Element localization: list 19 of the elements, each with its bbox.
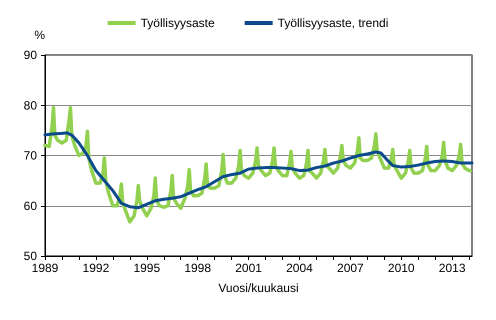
y-tick-label: 90 xyxy=(24,48,38,62)
y-tick-label: 60 xyxy=(24,198,38,213)
x-tick-label: 1989 xyxy=(32,261,59,275)
legend-label: Työllisyysaste, trendi xyxy=(278,16,388,30)
x-tick-label: 2013 xyxy=(438,261,466,275)
x-tick-label: 1995 xyxy=(133,261,160,275)
legend-label: Työllisyysaste xyxy=(140,16,215,30)
x-axis-title: Vuosi/kuukausi xyxy=(218,281,299,295)
x-tick-label: 2001 xyxy=(235,261,262,275)
y-tick-label: 80 xyxy=(24,98,38,112)
line-series xyxy=(44,131,474,210)
x-tick-label: 2010 xyxy=(388,261,415,275)
x-tick-label: 1992 xyxy=(82,261,110,275)
x-tick-label: 1998 xyxy=(184,261,212,275)
y-tick-label: 70 xyxy=(24,148,38,162)
y-tick-label: 50 xyxy=(24,249,38,263)
x-tick-label: 2004 xyxy=(286,261,314,275)
x-tick-label: 2007 xyxy=(337,261,364,275)
y-axis-title: % xyxy=(34,28,46,42)
